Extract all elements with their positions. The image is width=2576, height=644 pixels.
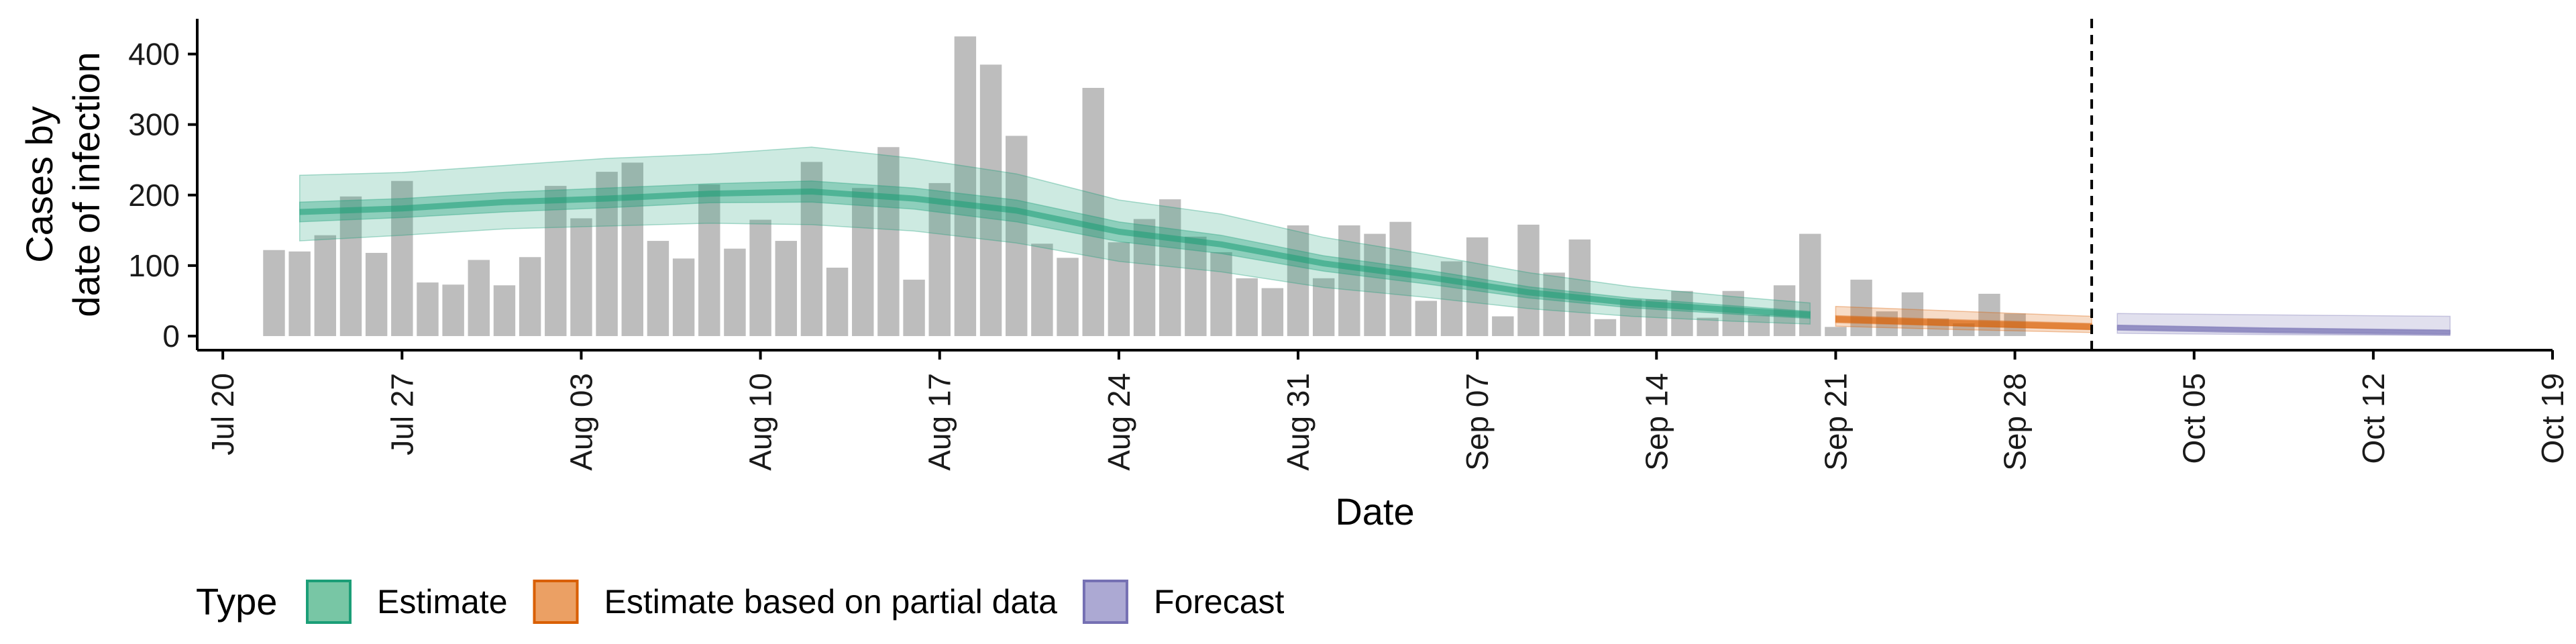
x-tick-label: Oct 12 bbox=[2356, 373, 2391, 464]
bar bbox=[1261, 288, 1284, 336]
y-axis-title-line: Cases by bbox=[18, 106, 60, 262]
x-tick-label: Jul 27 bbox=[384, 373, 419, 455]
y-tick-label: 0 bbox=[162, 319, 180, 354]
bar bbox=[1901, 292, 1924, 336]
bands-layer bbox=[299, 146, 2451, 336]
x-tick-label: Aug 31 bbox=[1281, 373, 1316, 471]
bar bbox=[1057, 258, 1079, 336]
bar bbox=[877, 147, 900, 336]
y-tick-label: 200 bbox=[128, 178, 180, 213]
bar bbox=[1594, 319, 1617, 336]
estimate-based-on-partial-data-median-line bbox=[1835, 316, 2092, 330]
y-tick-label: 400 bbox=[128, 37, 180, 72]
y-tick-label: 100 bbox=[128, 248, 180, 283]
y-axis-title: Cases by date of infection bbox=[18, 52, 107, 317]
bar bbox=[1492, 316, 1514, 336]
bar bbox=[724, 248, 746, 336]
bar bbox=[1671, 290, 1693, 336]
bar bbox=[1236, 278, 1258, 336]
bar bbox=[1005, 136, 1028, 336]
bar bbox=[1568, 239, 1591, 336]
bar bbox=[339, 196, 362, 336]
x-tick-label: Aug 24 bbox=[1102, 373, 1136, 471]
bar bbox=[775, 241, 797, 336]
x-tick-label: Sep 28 bbox=[1998, 373, 2033, 471]
bar bbox=[1697, 317, 1719, 336]
bar bbox=[928, 182, 951, 336]
bar bbox=[1440, 261, 1463, 336]
bar bbox=[1415, 301, 1438, 336]
y-axis-title-line: date of infection bbox=[65, 52, 107, 317]
bar bbox=[1543, 272, 1565, 336]
legend-key bbox=[1082, 580, 1128, 624]
x-tick-label: Aug 03 bbox=[564, 373, 598, 471]
bar bbox=[1799, 233, 1821, 336]
bar bbox=[852, 188, 874, 336]
axes-layer: 0 100 200 300 400 Jul 20 Jul 27 Aug 03 Aug 10 Aug… bbox=[18, 19, 2570, 533]
bar bbox=[1108, 242, 1130, 336]
x-tick-label: Sep 07 bbox=[1460, 373, 1495, 471]
bar bbox=[1159, 199, 1181, 336]
bar bbox=[1338, 225, 1360, 336]
bar bbox=[903, 279, 925, 336]
bar bbox=[1364, 233, 1386, 336]
legend: Type Estimate Estimate based on partial da… bbox=[196, 580, 1285, 624]
bar bbox=[954, 36, 977, 336]
bar bbox=[1850, 279, 1872, 336]
bar bbox=[1312, 278, 1335, 336]
x-tick-label: Oct 05 bbox=[2177, 373, 2212, 464]
bar bbox=[468, 260, 490, 336]
x-tick-label: Aug 10 bbox=[743, 373, 778, 471]
x-tick-label: Jul 20 bbox=[205, 373, 240, 455]
bar bbox=[826, 268, 849, 336]
legend-label: Estimate bbox=[377, 583, 508, 621]
bar bbox=[647, 241, 669, 336]
estimate-median-line bbox=[299, 189, 1811, 318]
estimate-inner-band bbox=[299, 180, 1811, 319]
bars-layer bbox=[263, 36, 2026, 336]
legend-title: Type bbox=[196, 580, 277, 623]
bar bbox=[749, 219, 771, 336]
y-tick-label: 300 bbox=[128, 107, 180, 142]
bar bbox=[263, 250, 285, 336]
forecast-median-line bbox=[2117, 324, 2451, 336]
bar bbox=[1825, 327, 1847, 336]
bar bbox=[1722, 290, 1745, 336]
bar bbox=[698, 184, 720, 336]
legend-label: Estimate based on partial data bbox=[604, 583, 1058, 621]
bar bbox=[1517, 224, 1540, 336]
x-axis-title: Date bbox=[1335, 490, 1414, 533]
bar bbox=[621, 162, 643, 336]
bar bbox=[519, 257, 541, 336]
legend-label: Forecast bbox=[1154, 583, 1285, 621]
bar bbox=[417, 282, 439, 336]
bar bbox=[442, 284, 464, 336]
legend-key bbox=[533, 580, 579, 624]
bar bbox=[1287, 225, 1309, 336]
x-tick-label: Aug 17 bbox=[922, 373, 957, 471]
bar bbox=[672, 258, 695, 336]
x-tick-label: Oct 19 bbox=[2535, 373, 2570, 464]
bar bbox=[1210, 252, 1232, 336]
bar bbox=[570, 218, 592, 336]
bar bbox=[1031, 244, 1053, 336]
bar bbox=[314, 235, 337, 336]
bar bbox=[545, 186, 567, 336]
bar bbox=[1748, 315, 1770, 336]
bar bbox=[365, 252, 388, 336]
bar bbox=[1978, 293, 2000, 336]
legend-key bbox=[306, 580, 352, 624]
bar bbox=[1389, 221, 1411, 336]
bar bbox=[979, 64, 1002, 336]
bar bbox=[288, 251, 311, 336]
x-tick-label: Sep 21 bbox=[1818, 373, 1853, 471]
bar bbox=[1082, 88, 1104, 336]
bar bbox=[493, 285, 516, 336]
x-tick-label: Sep 14 bbox=[1639, 373, 1674, 471]
bar bbox=[1185, 236, 1207, 336]
